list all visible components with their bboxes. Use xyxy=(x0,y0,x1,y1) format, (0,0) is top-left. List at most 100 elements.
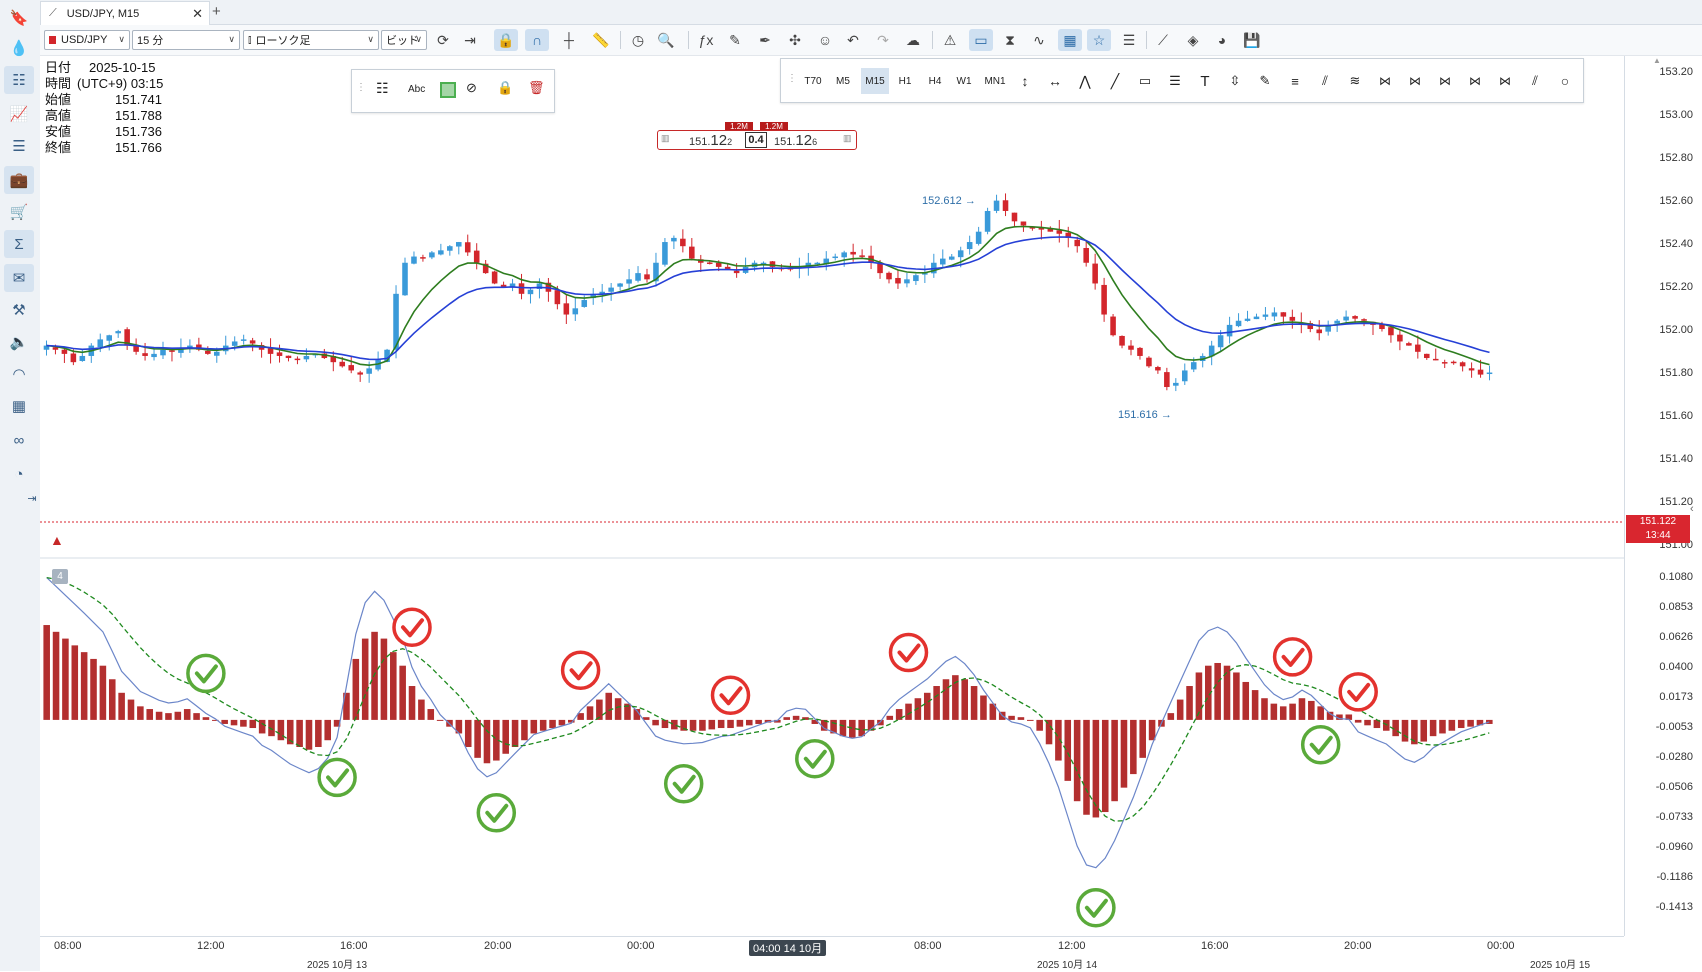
hourglass-icon[interactable]: ⧗ xyxy=(1005,31,1015,48)
timeframe-m15[interactable]: M15 xyxy=(861,68,889,94)
brush-icon[interactable]: ✎ xyxy=(1259,73,1271,88)
peak-icon[interactable]: ⋀ xyxy=(1079,72,1091,89)
drag-handle-icon[interactable]: ⋮ xyxy=(787,73,797,84)
rss-icon[interactable]: ◠ xyxy=(12,366,26,383)
magnet-icon[interactable]: ∩ xyxy=(525,29,549,51)
sigma-icon[interactable]: Σ xyxy=(4,230,34,258)
mail-icon[interactable]: ✉ xyxy=(4,264,34,292)
gauge-icon[interactable]: ◔ xyxy=(14,465,24,483)
layers-icon[interactable]: ◈ xyxy=(1187,31,1199,48)
candle-body xyxy=(267,348,274,354)
trash-icon[interactable]: 🗑 xyxy=(528,80,545,95)
compare-icon[interactable]: ▭ xyxy=(969,29,993,51)
hide-icon[interactable]: ⊘ xyxy=(466,80,477,95)
briefcase-icon[interactable]: 💼 xyxy=(4,166,34,194)
redo-icon[interactable]: ↷ xyxy=(877,31,889,48)
timeframe-h1[interactable]: H1 xyxy=(898,75,912,87)
glasses-icon[interactable]: ∞ xyxy=(13,431,25,449)
indicator-icon[interactable]: ⟋ xyxy=(1158,31,1168,48)
timeframe-t70[interactable]: T70 xyxy=(804,75,822,87)
collapse-right-icon[interactable]: ‹ xyxy=(1690,503,1694,515)
timeframe-m5[interactable]: M5 xyxy=(836,75,850,87)
nodes-icon[interactable]: ✣ xyxy=(789,31,801,48)
pattern4-icon[interactable]: ⋈ xyxy=(1469,74,1481,88)
object-list-icon[interactable]: ☷ xyxy=(376,80,389,96)
face-icon[interactable]: ☺ xyxy=(817,32,833,48)
lock-object-icon[interactable]: 🔒 xyxy=(497,80,514,95)
price-scale[interactable]: ▲ 153.20 153.00 152.80 152.60 152.40 152… xyxy=(1624,56,1702,936)
text-style-button[interactable]: Abc xyxy=(408,84,426,95)
chart-canvas[interactable] xyxy=(40,56,1624,936)
candle-body xyxy=(1334,320,1340,324)
grip-right-icon[interactable]: ▥ xyxy=(843,133,852,143)
vertical-line-icon[interactable]: ↕ xyxy=(1021,73,1029,89)
function-icon[interactable]: ƒx xyxy=(698,32,714,48)
bookmark-icon[interactable]: 🔖 xyxy=(9,10,29,27)
tools-icon[interactable]: ⚒ xyxy=(12,302,26,319)
pattern-icon[interactable]: ⋈ xyxy=(1379,74,1391,88)
trend-line-icon[interactable]: ╱ xyxy=(1110,72,1120,89)
timeframe-h4[interactable]: H4 xyxy=(928,75,942,87)
speaker-icon[interactable]: 🔈 xyxy=(9,334,29,351)
cart-icon[interactable]: 🛒 xyxy=(9,204,29,221)
drag-handle-icon[interactable]: ⋮ xyxy=(356,82,366,93)
crosshair-icon[interactable]: ┼ xyxy=(564,32,574,48)
rectangle-icon[interactable]: ▭ xyxy=(1138,73,1152,88)
star-icon[interactable]: ☆ xyxy=(1087,29,1111,51)
candle-body xyxy=(966,242,973,250)
pattern3-icon[interactable]: ⋈ xyxy=(1439,74,1451,88)
wave-icon[interactable]: ∿ xyxy=(1033,31,1045,48)
line-chart-icon[interactable]: 📈 xyxy=(9,106,29,123)
lock-icon[interactable]: 🔒 xyxy=(494,29,518,51)
text-icon[interactable]: T xyxy=(1200,72,1210,90)
timeframe-mn1[interactable]: MN1 xyxy=(984,75,1006,87)
clock-icon[interactable]: ◷ xyxy=(631,31,645,48)
hlines-icon[interactable]: ≡ xyxy=(1291,73,1299,89)
calendar-grid-icon[interactable]: ▦ xyxy=(11,398,27,415)
price-type-select[interactable]: ビッド ∨ xyxy=(381,30,427,50)
timeframe-w1[interactable]: W1 xyxy=(956,75,972,87)
layers-list-icon[interactable]: ☰ xyxy=(1122,31,1136,48)
candle-body xyxy=(294,358,301,361)
alert-icon[interactable]: ⚠ xyxy=(943,31,957,48)
add-tab-button[interactable]: + xyxy=(212,3,221,20)
pattern5-icon[interactable]: ⋈ xyxy=(1499,74,1511,88)
pencil-icon[interactable]: ✎ xyxy=(729,31,741,48)
pattern2-icon[interactable]: ⋈ xyxy=(1409,74,1421,88)
zoom-icon[interactable]: 🔍 xyxy=(657,31,675,48)
grip-left-icon[interactable]: ▥ xyxy=(661,133,670,143)
time-axis[interactable]: 08:00 12:00 16:00 20:00 00:00 04:00 14 1… xyxy=(40,936,1624,972)
fill-color-icon[interactable] xyxy=(440,82,456,98)
align-icon[interactable]: ☰ xyxy=(1169,73,1181,88)
tab-close-icon[interactable]: ✕ xyxy=(192,5,203,21)
pen-tool-icon[interactable]: ✒ xyxy=(759,31,771,48)
symbol-select[interactable]: USD/JPY ∨ xyxy=(44,30,130,50)
ruler-icon[interactable]: 📏 xyxy=(592,31,610,48)
warning-icon[interactable]: ▲ xyxy=(50,532,64,548)
buy-button[interactable]: 151.126 xyxy=(774,132,817,149)
save-icon[interactable]: 💾 xyxy=(1243,31,1261,48)
macd-histogram-bar xyxy=(43,625,50,720)
undo-icon[interactable]: ↶ xyxy=(847,31,859,48)
calendar-icon[interactable]: ▦ xyxy=(1058,29,1082,51)
tree-icon[interactable]: ☷ xyxy=(4,66,34,94)
indicator-badge[interactable]: 4 xyxy=(52,569,68,584)
refresh-icon[interactable]: ⟳ xyxy=(437,31,449,48)
chart-tab[interactable]: ⟋ USD/JPY, M15 ✕ xyxy=(40,1,210,25)
horizontal-line-icon[interactable]: ↔ xyxy=(1048,73,1062,89)
palette-icon[interactable]: ◕ xyxy=(1217,32,1227,48)
range-icon[interactable]: ⇳ xyxy=(1229,73,1241,88)
shift-right-icon[interactable]: ⇥ xyxy=(464,31,476,48)
channel-icon[interactable]: ⫽ xyxy=(1322,73,1328,88)
parallel-icon[interactable]: ≋ xyxy=(1349,73,1361,88)
drop-icon[interactable]: 💧 xyxy=(9,40,29,57)
collapse-icon[interactable]: ⇥ xyxy=(27,492,37,505)
sell-button[interactable]: 151.122 xyxy=(689,132,732,149)
period-select[interactable]: 15 分 ∨ xyxy=(132,30,240,50)
list-icon[interactable]: ☰ xyxy=(12,138,26,155)
circle-icon[interactable]: ○ xyxy=(1560,73,1570,89)
cloud-remove-icon[interactable]: ☁ xyxy=(906,31,920,48)
slash-icon[interactable]: ⫽ xyxy=(1532,73,1538,88)
chart-type-select[interactable]: ⫾ ローソク足 ∨ xyxy=(243,30,379,50)
scale-up-icon[interactable]: ▲ xyxy=(1653,56,1661,65)
